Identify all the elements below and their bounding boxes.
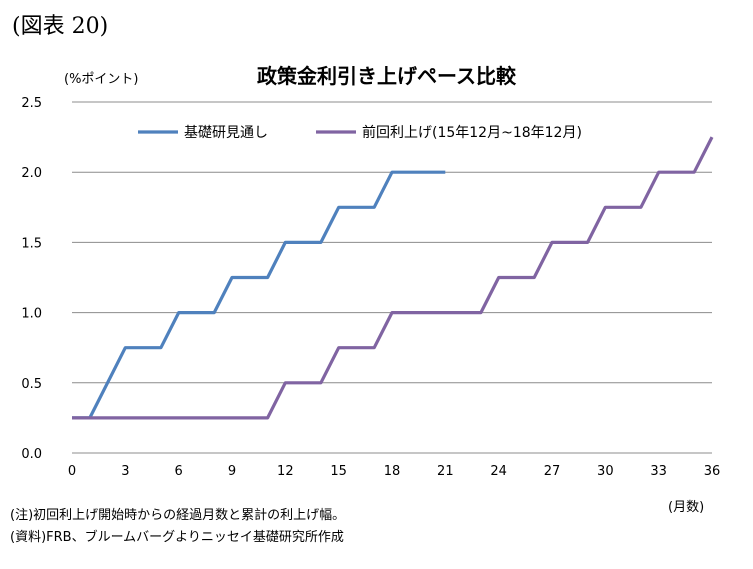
x-tick-label: 3 <box>121 464 129 479</box>
series-line-1 <box>72 170 446 420</box>
x-tick-label: 15 <box>330 464 347 479</box>
x-tick-label: 21 <box>437 464 454 479</box>
y-tick-label: 2.0 <box>21 166 42 181</box>
x-tick-label: 9 <box>228 464 236 479</box>
figure-label: (図表 20) <box>12 14 109 39</box>
x-tick-label: 24 <box>490 464 507 479</box>
chart-note: (注)初回利上げ開始時からの経過月数と累計の利上げ幅。 <box>10 508 346 523</box>
x-tick-label: 12 <box>277 464 294 479</box>
y-tick-label: 0.0 <box>21 447 42 462</box>
legend-label-2: 前回利上げ(15年12月~18年12月) <box>362 124 582 141</box>
x-tick-label: 27 <box>544 464 561 479</box>
y-tick-label: 2.5 <box>21 96 42 111</box>
y-tick-label: 1.5 <box>21 236 42 251</box>
y-axis-unit-label: (%ポイント) <box>64 72 139 87</box>
y-tick-label: 1.0 <box>21 307 42 322</box>
chart-source: (資料)FRB、ブルームバーグよりニッセイ基礎研究所作成 <box>10 530 344 545</box>
legend-label-1: 基礎研見通し <box>184 124 268 141</box>
x-tick-label: 36 <box>704 464 721 479</box>
x-tick-label: 30 <box>597 464 614 479</box>
x-tick-label: 0 <box>68 464 76 479</box>
x-tick-label: 33 <box>650 464 667 479</box>
y-tick-label: 0.5 <box>21 377 42 392</box>
chart-title: 政策金利引き上げペース比較 <box>257 64 516 88</box>
series-line-2 <box>72 136 714 420</box>
x-axis-unit-label: (月数) <box>668 500 705 515</box>
x-tick-label: 6 <box>175 464 183 479</box>
x-tick-label: 18 <box>384 464 401 479</box>
